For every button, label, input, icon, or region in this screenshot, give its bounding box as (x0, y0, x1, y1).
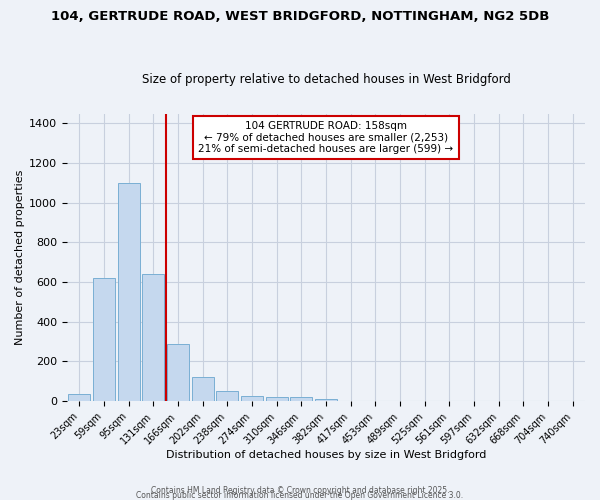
Bar (241, 396, 263, 401)
Title: Size of property relative to detached houses in West Bridgford: Size of property relative to detached ho… (142, 73, 511, 86)
Text: Contains HM Land Registry data © Crown copyright and database right 2025.: Contains HM Land Registry data © Crown c… (151, 486, 449, 495)
Bar (191, 378, 214, 401)
Text: 104, GERTRUDE ROAD, WEST BRIDGFORD, NOTTINGHAM, NG2 5DB: 104, GERTRUDE ROAD, WEST BRIDGFORD, NOTT… (51, 10, 549, 23)
Y-axis label: Number of detached properties: Number of detached properties (15, 170, 25, 345)
Bar (68, 394, 91, 401)
Bar (118, 183, 140, 401)
Text: Contains public sector information licensed under the Open Government Licence 3.: Contains public sector information licen… (136, 491, 464, 500)
Bar (93, 278, 115, 401)
Bar (142, 274, 164, 401)
X-axis label: Distribution of detached houses by size in West Bridgford: Distribution of detached houses by size … (166, 450, 486, 460)
Bar (216, 391, 238, 401)
Text: 104 GERTRUDE ROAD: 158sqm
← 79% of detached houses are smaller (2,253)
21% of se: 104 GERTRUDE ROAD: 158sqm ← 79% of detac… (199, 120, 454, 154)
Bar (266, 397, 288, 401)
Bar (290, 397, 313, 401)
Bar (167, 344, 189, 401)
Bar (315, 399, 337, 401)
